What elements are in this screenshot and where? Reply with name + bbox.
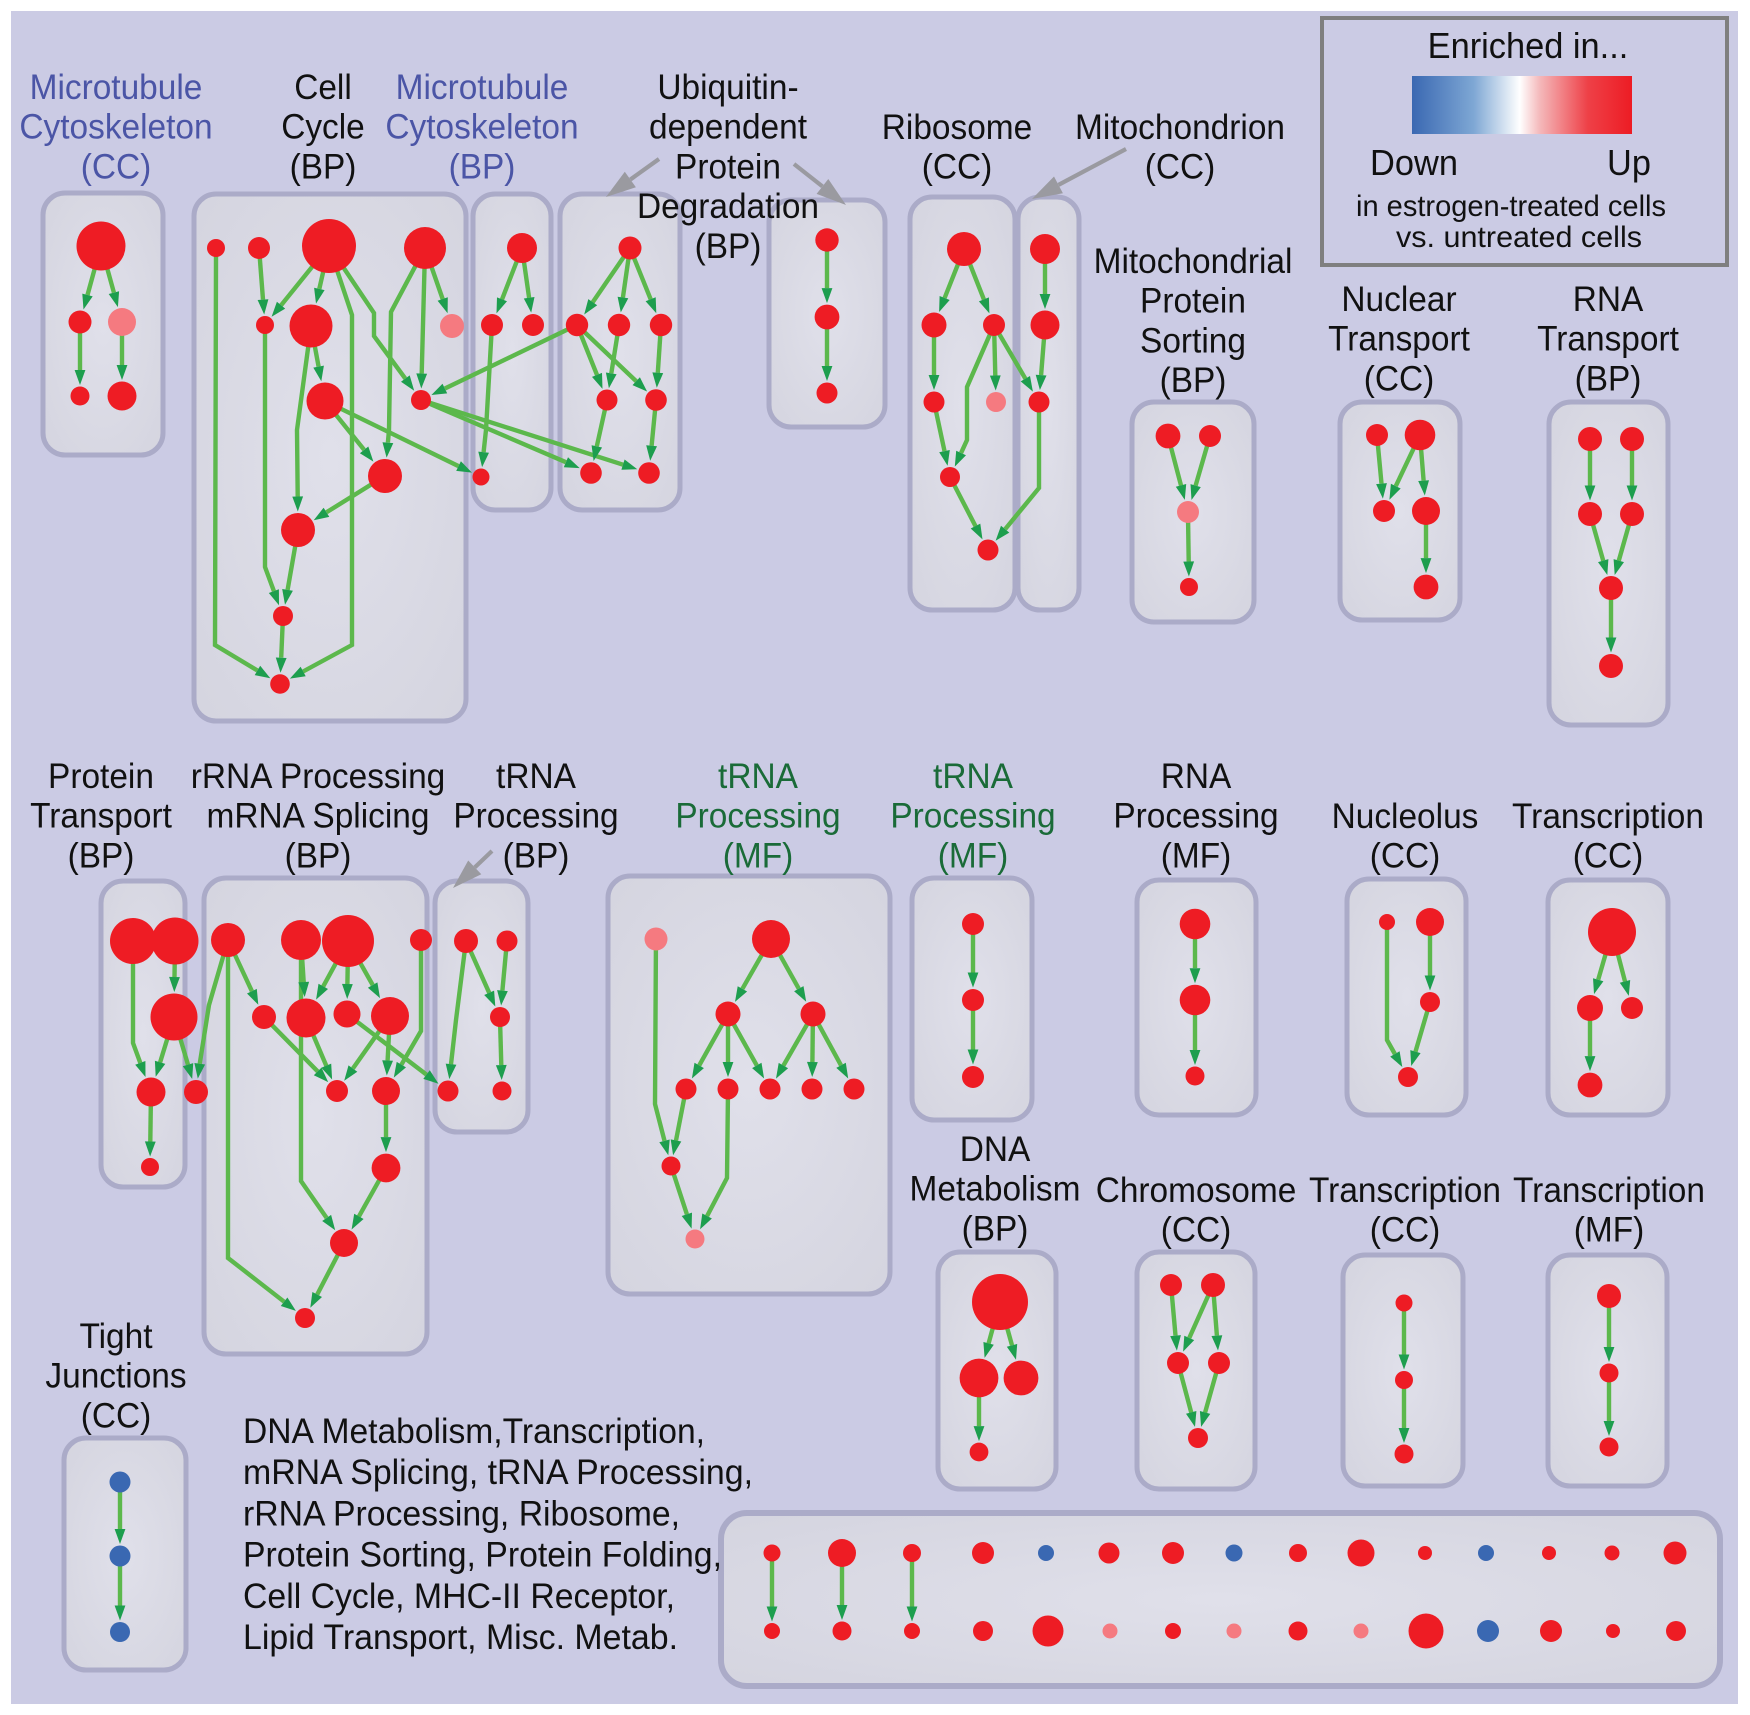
svg-text:DNA Metabolism,Transcription,: DNA Metabolism,Transcription,	[243, 1412, 705, 1451]
svg-text:in estrogen-treated cells: in estrogen-treated cells	[1356, 190, 1666, 223]
svg-text:Protein Sorting, Protein Foldi: Protein Sorting, Protein Folding,	[243, 1536, 722, 1575]
svg-text:Protein: Protein	[1140, 282, 1246, 321]
svg-text:Sorting: Sorting	[1140, 321, 1246, 360]
svg-text:Up: Up	[1607, 142, 1651, 183]
svg-text:RNA: RNA	[1573, 280, 1644, 319]
svg-text:Nuclear: Nuclear	[1341, 280, 1457, 319]
svg-text:Protein: Protein	[48, 757, 154, 796]
svg-text:RNA: RNA	[1161, 757, 1232, 796]
svg-text:Transport: Transport	[1537, 320, 1679, 359]
svg-text:Transcription: Transcription	[1513, 1171, 1705, 1210]
svg-text:(BP): (BP)	[1575, 359, 1642, 398]
svg-text:(BP): (BP)	[290, 147, 357, 186]
svg-text:(CC): (CC)	[1573, 837, 1644, 876]
svg-text:(BP): (BP)	[695, 227, 762, 266]
svg-text:Processing: Processing	[453, 797, 618, 836]
svg-text:(CC): (CC)	[81, 1396, 152, 1435]
svg-text:Transport: Transport	[1328, 320, 1470, 359]
svg-text:DNA: DNA	[960, 1130, 1031, 1169]
svg-text:(CC): (CC)	[1145, 148, 1216, 187]
svg-text:Protein: Protein	[675, 147, 781, 186]
svg-text:(CC): (CC)	[1370, 837, 1441, 876]
svg-text:(BP): (BP)	[1160, 361, 1227, 400]
svg-text:Tight: Tight	[79, 1317, 152, 1356]
svg-text:Cytoskeleton: Cytoskeleton	[385, 108, 578, 147]
svg-text:(MF): (MF)	[938, 836, 1009, 875]
svg-text:(BP): (BP)	[285, 836, 352, 875]
svg-text:Mitochondrial: Mitochondrial	[1094, 242, 1293, 281]
svg-text:(MF): (MF)	[1574, 1211, 1645, 1250]
svg-text:Microtubule: Microtubule	[30, 68, 203, 107]
svg-text:Nucleolus: Nucleolus	[1332, 797, 1479, 836]
svg-text:Cycle: Cycle	[281, 108, 365, 147]
svg-text:tRNA: tRNA	[933, 757, 1014, 796]
svg-text:mRNA Splicing, tRNA Processing: mRNA Splicing, tRNA Processing,	[243, 1453, 753, 1492]
svg-text:(CC): (CC)	[81, 147, 152, 186]
svg-text:Enriched in...: Enriched in...	[1428, 25, 1629, 66]
svg-text:Ubiquitin-: Ubiquitin-	[657, 68, 798, 107]
svg-text:Cytoskeleton: Cytoskeleton	[19, 108, 212, 147]
svg-text:(CC): (CC)	[1161, 1211, 1232, 1250]
svg-text:Processing: Processing	[890, 797, 1055, 836]
svg-text:(MF): (MF)	[723, 836, 794, 875]
svg-text:Transcription: Transcription	[1309, 1171, 1501, 1210]
svg-text:(BP): (BP)	[449, 147, 516, 186]
svg-text:Mitochondrion: Mitochondrion	[1075, 108, 1285, 147]
svg-text:rRNA Processing: rRNA Processing	[191, 757, 446, 796]
svg-text:Down: Down	[1370, 142, 1458, 183]
svg-text:(BP): (BP)	[68, 836, 135, 875]
svg-text:rRNA Processing, Ribosome,: rRNA Processing, Ribosome,	[243, 1494, 680, 1533]
svg-text:(BP): (BP)	[503, 836, 570, 875]
svg-text:Metabolism: Metabolism	[910, 1170, 1081, 1209]
svg-text:Ribosome: Ribosome	[882, 108, 1033, 147]
svg-text:vs. untreated cells: vs. untreated cells	[1396, 221, 1642, 254]
svg-text:dependent: dependent	[649, 108, 807, 147]
svg-text:Lipid Transport, Misc. Metab.: Lipid Transport, Misc. Metab.	[243, 1618, 678, 1657]
svg-text:(MF): (MF)	[1161, 836, 1232, 875]
svg-text:Degradation: Degradation	[637, 187, 819, 226]
svg-text:tRNA: tRNA	[718, 757, 799, 796]
svg-text:Processing: Processing	[1113, 797, 1278, 836]
svg-text:(CC): (CC)	[922, 148, 993, 187]
svg-text:(CC): (CC)	[1370, 1211, 1441, 1250]
svg-text:Microtubule: Microtubule	[396, 68, 569, 107]
svg-text:Transcription: Transcription	[1512, 797, 1704, 836]
svg-text:(BP): (BP)	[962, 1209, 1029, 1248]
svg-text:(CC): (CC)	[1364, 359, 1435, 398]
svg-text:Transport: Transport	[30, 797, 172, 836]
svg-text:tRNA: tRNA	[496, 757, 577, 796]
svg-text:Junctions: Junctions	[45, 1357, 186, 1396]
svg-text:Cell: Cell	[294, 68, 352, 107]
svg-text:Processing: Processing	[675, 797, 840, 836]
svg-text:Chromosome: Chromosome	[1096, 1171, 1297, 1210]
svg-text:Cell Cycle, MHC-II Receptor,: Cell Cycle, MHC-II Receptor,	[243, 1577, 675, 1616]
svg-text:mRNA Splicing: mRNA Splicing	[207, 797, 430, 836]
